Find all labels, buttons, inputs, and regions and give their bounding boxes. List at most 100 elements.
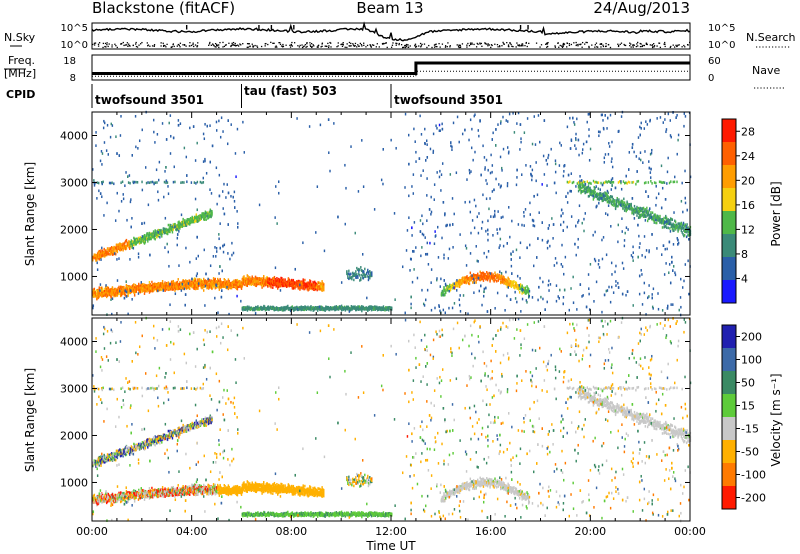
power-cell xyxy=(506,285,509,289)
power-cell xyxy=(146,285,148,289)
power-cell xyxy=(154,285,156,289)
power-cell xyxy=(106,288,109,291)
power-cell xyxy=(238,285,240,289)
nsearch-point xyxy=(436,46,438,48)
power-cell xyxy=(273,308,276,312)
power-cell xyxy=(615,201,618,205)
nsearch-point xyxy=(105,46,107,48)
power-cell xyxy=(176,224,179,227)
power-cell xyxy=(250,279,253,283)
power-cell xyxy=(179,283,181,286)
power-cell xyxy=(272,283,275,287)
power-cell xyxy=(524,292,527,295)
power-cell xyxy=(241,277,244,281)
power-cell xyxy=(665,220,667,224)
power-cell xyxy=(679,223,682,226)
power-cell xyxy=(100,181,103,184)
power-cell xyxy=(658,218,660,221)
power-cell xyxy=(647,181,650,184)
power-cell xyxy=(274,283,276,287)
power-cell xyxy=(207,284,210,288)
nsearch-point xyxy=(584,43,586,45)
power-cell xyxy=(308,308,311,311)
power-cell xyxy=(255,283,258,286)
power-cell xyxy=(163,287,165,291)
power-cell xyxy=(287,280,290,284)
power-cell xyxy=(100,255,102,259)
power-cell xyxy=(188,218,190,222)
nsearch-point xyxy=(630,43,632,45)
power-cell xyxy=(208,284,211,288)
power-cell xyxy=(110,251,112,254)
power-cell xyxy=(316,286,318,290)
nsearch-point xyxy=(357,44,359,46)
nsearch-point xyxy=(272,42,274,44)
power-cell xyxy=(385,306,388,310)
nsearch-point xyxy=(496,43,499,46)
nsearch-point xyxy=(190,44,193,47)
power-cell xyxy=(386,306,388,309)
power-cell xyxy=(189,281,191,284)
power-cell xyxy=(650,213,652,216)
power-cell xyxy=(662,221,664,225)
power-cell xyxy=(280,282,282,286)
power-cell xyxy=(358,307,361,310)
nsearch-point xyxy=(147,44,150,46)
power-cell xyxy=(470,278,472,282)
nsearch-point xyxy=(232,44,235,46)
nsearch-point xyxy=(251,43,253,45)
nsearch-point xyxy=(585,41,587,44)
power-cell xyxy=(643,209,646,212)
power-cell xyxy=(93,290,96,294)
power-cell xyxy=(670,225,673,228)
power-cell xyxy=(107,286,110,290)
power-cell xyxy=(274,308,276,311)
power-cell xyxy=(368,275,370,279)
power-cell xyxy=(566,180,569,184)
nsearch-point xyxy=(236,44,239,46)
power-cell xyxy=(302,278,304,281)
power-cell xyxy=(594,193,596,197)
power-cell xyxy=(272,306,275,310)
power-cell xyxy=(140,237,142,240)
power-cell xyxy=(235,287,238,290)
nsearch-point xyxy=(373,44,375,46)
power-cell xyxy=(261,286,263,289)
power-cell xyxy=(261,282,263,286)
power-cell xyxy=(97,291,100,295)
power-cell xyxy=(498,277,500,280)
power-cell xyxy=(204,214,207,217)
power-cell xyxy=(96,256,99,260)
power-cell xyxy=(121,246,124,249)
power-cell xyxy=(648,217,651,220)
power-cell xyxy=(506,279,509,283)
nsearch-point xyxy=(214,46,216,48)
power-cell xyxy=(305,284,308,288)
power-cell xyxy=(617,200,619,204)
power-cell xyxy=(586,186,589,189)
power-cell xyxy=(683,230,686,233)
power-cell xyxy=(110,289,113,293)
power-cell xyxy=(179,222,182,226)
power-cell xyxy=(134,283,137,287)
power-cell xyxy=(391,306,393,310)
power-cell xyxy=(192,282,194,286)
power-cell xyxy=(669,218,671,222)
power-cell xyxy=(275,306,278,309)
power-cell xyxy=(253,307,255,311)
power-cell xyxy=(615,199,618,202)
power-cell xyxy=(92,255,94,259)
power-cell xyxy=(662,181,665,184)
power-cell xyxy=(171,288,174,291)
power-cell xyxy=(673,229,675,232)
power-cell xyxy=(254,282,257,286)
power-cell xyxy=(604,198,606,201)
power-cell xyxy=(253,277,256,281)
nsearch-point xyxy=(122,41,124,44)
power-cell xyxy=(286,284,288,288)
power-cell xyxy=(133,286,135,289)
nsearch-point xyxy=(172,44,174,46)
power-cell xyxy=(179,285,181,288)
power-cell xyxy=(302,306,304,309)
power-cell xyxy=(165,231,167,235)
